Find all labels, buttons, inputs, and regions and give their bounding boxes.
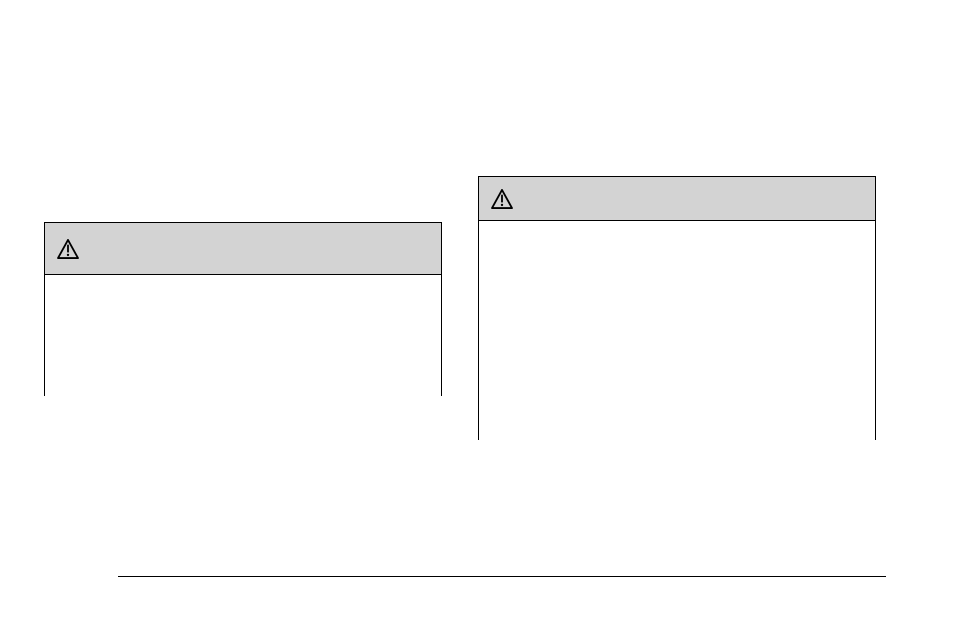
warning-box-left <box>44 222 442 396</box>
warning-triangle-icon <box>57 239 79 259</box>
warning-box-right <box>478 176 876 440</box>
warning-triangle-icon <box>491 189 513 209</box>
horizontal-rule-line <box>118 576 886 577</box>
horizontal-rule <box>118 576 886 578</box>
warning-body-left <box>45 275 441 397</box>
warning-body-right <box>479 221 875 441</box>
warning-header-left <box>45 223 441 275</box>
warning-header-right <box>479 177 875 221</box>
